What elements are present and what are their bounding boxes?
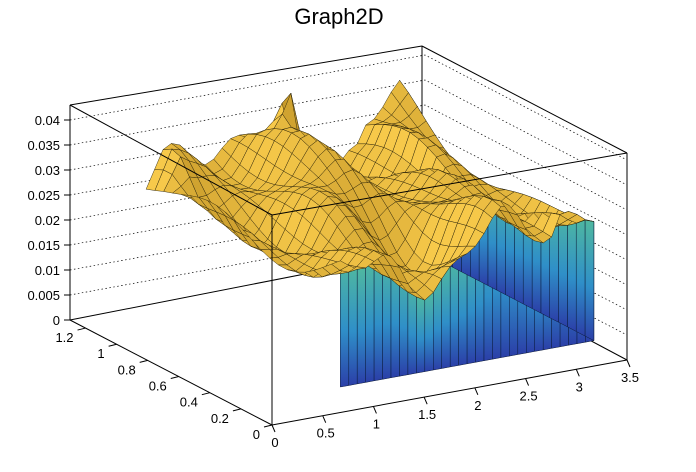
y-tick-mark	[139, 359, 148, 363]
z-tick-label: 0	[53, 313, 60, 328]
front-wall-strip	[433, 277, 442, 371]
x-tick-mark	[575, 369, 580, 377]
x-tick-mark	[271, 424, 276, 433]
front-wall-strip	[449, 258, 459, 368]
x-tick-label: 2	[474, 398, 481, 413]
x-tick-label: 2.5	[520, 389, 538, 404]
x-tick-mark	[372, 406, 377, 414]
y-tick-mark	[108, 343, 117, 347]
y-axis-ticks: 0 0.2 0.4 0.6 0.8 1 1.2	[55, 327, 273, 442]
front-wall-strip	[365, 260, 375, 383]
z-tick-label: 0.03	[35, 163, 60, 178]
x-tick-mark	[423, 396, 428, 405]
x-tick-mark	[525, 378, 530, 386]
x-tick-label: 0	[271, 435, 278, 450]
x-tick-mark	[322, 415, 327, 423]
y-tick-label: 0.8	[118, 362, 136, 377]
y-tick-label: 0.6	[149, 379, 167, 394]
y-tick-mark	[170, 376, 179, 380]
front-wall-strip	[424, 291, 434, 372]
front-wall-strip	[348, 265, 358, 386]
x-tick-label: 1.5	[418, 407, 436, 422]
chart-title: Graph2D	[294, 4, 383, 29]
axis-box-front	[69, 104, 628, 426]
right-wall-strip	[567, 213, 577, 332]
y-tick-mark	[263, 424, 273, 428]
x-axis-ticks: 0 0.5 1 1.5 2 2.5 3 3.5	[271, 359, 639, 450]
front-wall-strip	[407, 282, 417, 376]
x-tick-label: 1	[373, 416, 380, 431]
grid-line	[69, 54, 628, 161]
z-tick-label: 0.01	[35, 263, 60, 278]
y-tick-label: 0.2	[211, 411, 229, 426]
z-axis-ticks: 0 0.005 0.01 0.015 0.02 0.025 0.03 0.035 0.04	[27, 113, 70, 328]
surface-cell	[576, 219, 594, 224]
z-tick-label: 0.02	[35, 213, 60, 228]
y-tick-mark	[77, 327, 86, 331]
z-tick-label: 0.04	[35, 113, 60, 128]
y-tick-mark	[232, 408, 242, 412]
x-tick-label: 0.5	[317, 426, 335, 441]
front-wall-strip	[416, 296, 426, 374]
z-tick-label: 0.005	[27, 288, 60, 303]
front-wall-strip	[340, 260, 350, 388]
front-wall-strip	[441, 265, 451, 369]
grid-line	[69, 79, 628, 186]
front-wall-strip	[356, 267, 366, 385]
x-tick-mark	[474, 387, 479, 396]
y-tick-label: 0.4	[180, 395, 198, 410]
x-tick-label: 3	[576, 379, 583, 394]
x-tick-mark	[626, 359, 631, 368]
right-wall-strip	[558, 209, 568, 328]
right-wall-strip	[584, 219, 595, 342]
z-tick-label: 0.015	[27, 238, 60, 253]
y-tick-label: 1.2	[55, 330, 73, 345]
z-tick-label: 0.025	[27, 188, 60, 203]
right-wall-strip	[575, 217, 586, 337]
z-tick-label: 0.035	[27, 138, 60, 153]
grid-line	[69, 104, 628, 211]
y-tick-label: 1	[97, 346, 104, 361]
x-tick-label: 3.5	[621, 370, 639, 385]
y-tick-mark	[201, 392, 210, 396]
surface-mesh	[145, 79, 594, 301]
y-tick-label: 0	[253, 427, 260, 442]
